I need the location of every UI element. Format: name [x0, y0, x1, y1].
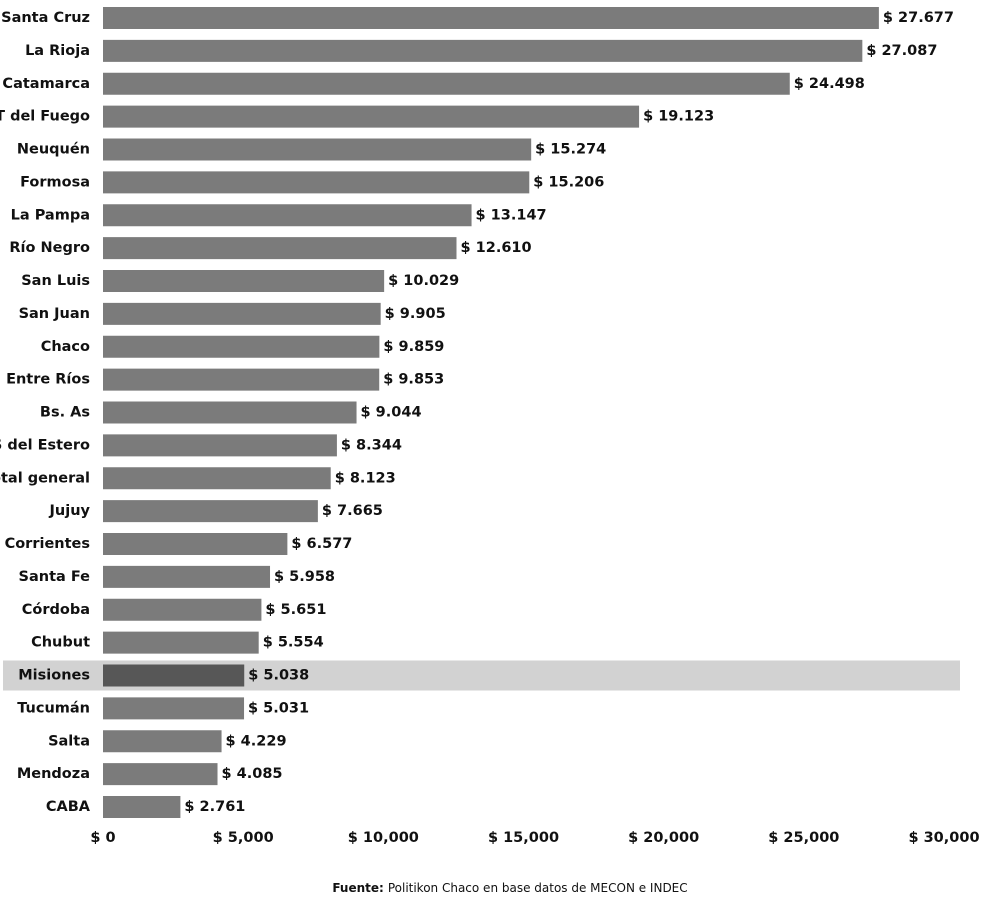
value-label: $ 2.761: [184, 799, 245, 815]
x-tick-label: $ 5,000: [213, 830, 274, 846]
bar: [103, 270, 385, 292]
value-label: $ 8.123: [335, 470, 396, 486]
value-label: $ 10.029: [388, 273, 459, 289]
bar: [103, 730, 222, 753]
bar: [103, 500, 318, 523]
value-label: $ 5.554: [263, 635, 324, 651]
bar: [103, 39, 863, 62]
value-label: $ 9.905: [385, 306, 446, 322]
category-label: Córdoba: [22, 602, 90, 618]
category-label: Corrientes: [5, 536, 90, 552]
value-label: $ 4.085: [222, 766, 283, 782]
bar: [103, 72, 790, 95]
category-label: T del Fuego: [0, 109, 90, 125]
bar: [103, 664, 245, 687]
value-label: $ 9.853: [383, 372, 444, 388]
bar: [103, 368, 380, 391]
category-label: Neuquén: [17, 142, 90, 158]
category-label: Tucumán: [17, 700, 90, 716]
value-label: $ 4.229: [226, 733, 287, 749]
bar: [103, 565, 271, 588]
category-label: Jujuy: [49, 503, 91, 519]
source-label: Fuente:: [332, 881, 384, 895]
bar: [103, 598, 262, 621]
value-label: $ 5.031: [248, 700, 309, 716]
bar: [103, 796, 181, 818]
x-tick-label: $ 30,000: [908, 830, 979, 846]
value-label: $ 13.147: [476, 207, 547, 223]
bar: [103, 171, 530, 194]
value-label: $ 7.665: [322, 503, 383, 519]
category-label: Chubut: [31, 635, 90, 651]
category-label: Formosa: [20, 174, 90, 190]
bar: [103, 335, 380, 358]
bar: [103, 105, 640, 128]
category-label: Santa Fe: [19, 569, 91, 585]
value-label: $ 8.344: [341, 437, 402, 453]
value-label: $ 9.044: [361, 405, 422, 421]
bar: [103, 401, 357, 424]
bar: [103, 533, 288, 555]
bar: [103, 138, 532, 161]
category-label: Total general: [0, 470, 90, 486]
value-label: $ 19.123: [643, 109, 714, 125]
bar: [103, 237, 457, 260]
source-text: Politikon Chaco en base datos de MECON e…: [388, 881, 688, 895]
category-label: San Juan: [19, 306, 90, 322]
category-label: Entre Ríos: [6, 372, 90, 388]
value-label: $ 9.859: [383, 339, 444, 355]
category-label: Salta: [48, 733, 90, 749]
category-label: La Rioja: [25, 43, 90, 59]
value-label: $ 24.498: [794, 76, 865, 92]
category-label: Río Negro: [9, 240, 90, 256]
bar: [103, 434, 337, 457]
x-tick-label: $ 10,000: [348, 830, 419, 846]
value-label: $ 6.577: [291, 536, 352, 552]
category-label: Mendoza: [17, 766, 90, 782]
x-tick-label: $ 0: [90, 830, 115, 846]
category-label: Santa Cruz: [1, 10, 90, 26]
value-label: $ 15.274: [535, 142, 606, 158]
bar: [103, 204, 472, 227]
x-tick-label: $ 15,000: [488, 830, 559, 846]
bar: [103, 763, 218, 786]
category-label: Chaco: [41, 339, 90, 355]
value-label: $ 15.206: [533, 174, 604, 190]
value-label: $ 12.610: [461, 240, 532, 256]
category-label: Misiones: [18, 668, 90, 684]
category-label: Bs. As: [40, 405, 90, 421]
bar: [103, 631, 259, 654]
category-label: San Luis: [21, 273, 90, 289]
bar: [103, 302, 381, 325]
value-label: $ 5.038: [248, 668, 309, 684]
category-label: La Pampa: [11, 207, 90, 223]
value-label: $ 27.087: [866, 43, 937, 59]
value-label: $ 27.677: [883, 10, 954, 26]
x-tick-label: $ 25,000: [768, 830, 839, 846]
x-tick-label: $ 20,000: [628, 830, 699, 846]
bar: [103, 697, 245, 720]
value-label: $ 5.958: [274, 569, 335, 585]
bar: [103, 467, 331, 490]
category-label: Catamarca: [2, 76, 90, 92]
category-label: S del Estero: [0, 437, 90, 453]
source: Fuente: Politikon Chaco en base datos de …: [332, 881, 687, 895]
category-label: CABA: [46, 799, 91, 815]
value-label: $ 5.651: [265, 602, 326, 618]
bar: [103, 7, 879, 29]
